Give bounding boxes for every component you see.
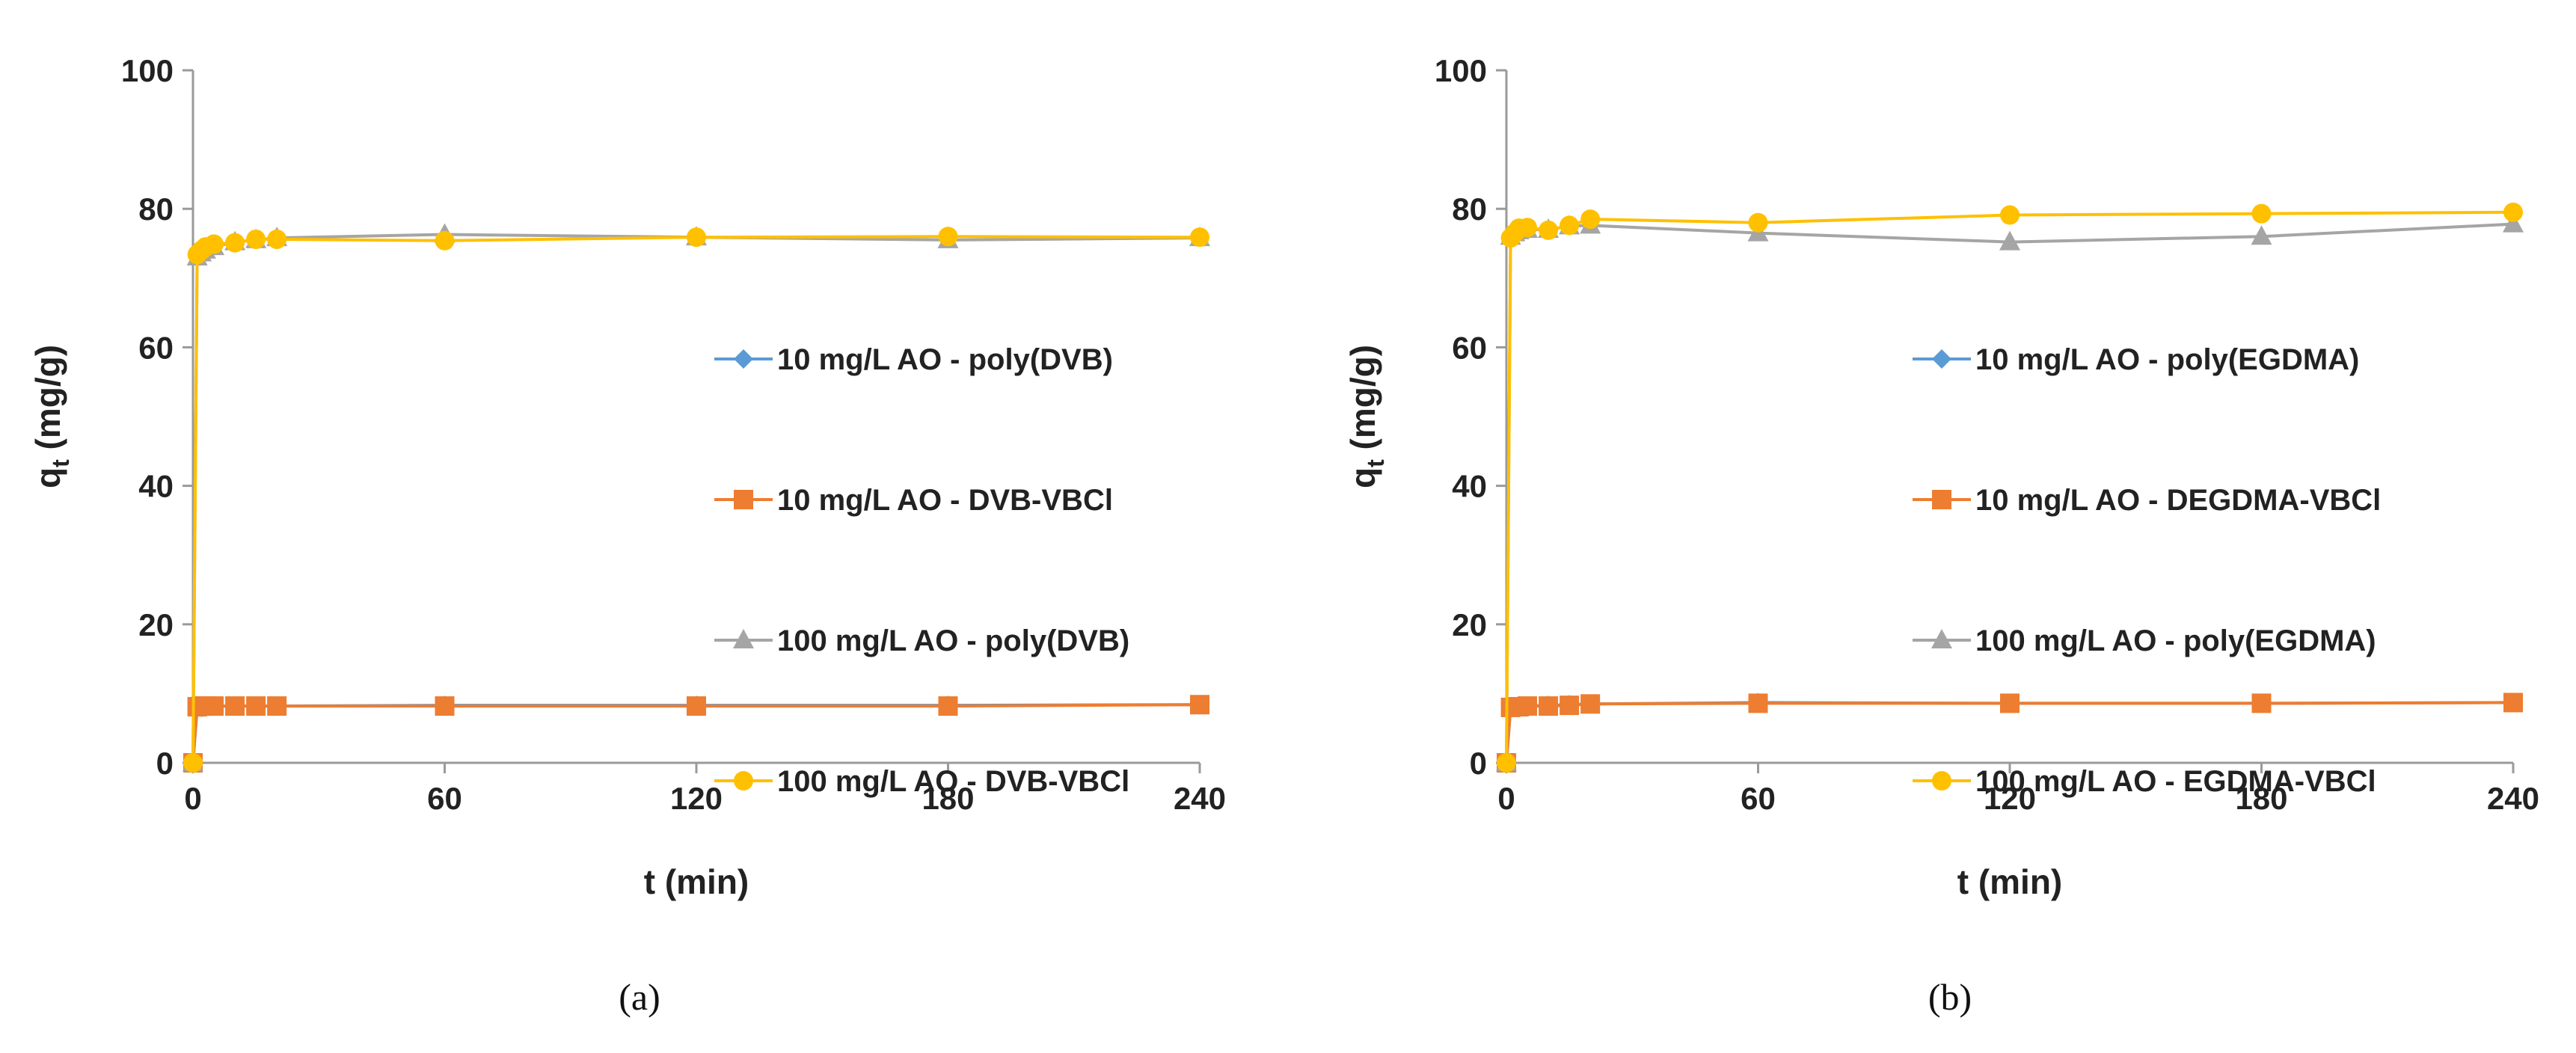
legend-item: 10 mg/L AO - poly(EGDMA) bbox=[1913, 343, 2359, 376]
x-tick-label: 60 bbox=[427, 781, 462, 816]
data-point bbox=[1518, 218, 1538, 238]
legend-label: 100 mg/L AO - DVB-VBCl bbox=[777, 765, 1129, 798]
series-2 bbox=[183, 695, 1209, 773]
legend-marker bbox=[1931, 629, 1952, 648]
data-point bbox=[246, 229, 266, 249]
y-axis-title: qt (mg/g) bbox=[1343, 345, 1389, 488]
data-point bbox=[1999, 230, 2020, 251]
y-tick-label: 60 bbox=[1452, 330, 1487, 365]
y-tick-label: 0 bbox=[156, 746, 174, 781]
legend: 10 mg/L AO - poly(EGDMA) 10 mg/L AO - DEG… bbox=[1913, 343, 2381, 798]
x-tick-label: 240 bbox=[2487, 781, 2539, 816]
legend-label: 100 mg/L AO - poly(EGDMA) bbox=[1975, 624, 2376, 657]
data-point bbox=[204, 696, 224, 716]
panel-label: (b) bbox=[1928, 976, 1972, 1018]
data-point bbox=[2000, 693, 2020, 713]
data-point bbox=[1518, 696, 1538, 716]
legend-item: 100 mg/L AO - poly(EGDMA) bbox=[1913, 624, 2376, 657]
data-point bbox=[246, 696, 266, 716]
legend-marker bbox=[734, 490, 753, 509]
y-tick-label: 40 bbox=[1452, 469, 1487, 504]
data-point bbox=[204, 234, 224, 254]
legend-marker bbox=[1932, 771, 1951, 790]
data-point bbox=[1560, 215, 1580, 236]
data-point bbox=[1580, 694, 1601, 714]
y-tick-label: 80 bbox=[1452, 191, 1487, 227]
data-point bbox=[225, 233, 245, 253]
data-point bbox=[687, 227, 706, 248]
y-tick-label: 60 bbox=[138, 330, 174, 365]
data-point bbox=[1580, 209, 1601, 230]
data-point bbox=[2251, 225, 2272, 245]
data-point bbox=[687, 696, 706, 716]
x-tick-label: 180 bbox=[921, 781, 974, 816]
y-tick-label: 40 bbox=[138, 469, 174, 504]
legend-item: 10 mg/L AO - poly(DVB) bbox=[714, 343, 1113, 376]
legend-marker bbox=[734, 349, 753, 369]
data-point bbox=[435, 230, 455, 251]
y-axis-title: qt (mg/g) bbox=[28, 345, 74, 488]
data-point bbox=[1560, 696, 1580, 716]
data-point bbox=[2251, 693, 2272, 713]
data-point bbox=[2503, 212, 2524, 233]
legend-item: 10 mg/L AO - DEGDMA-VBCl bbox=[1913, 484, 2381, 517]
series-4 bbox=[183, 227, 1209, 773]
x-axis-title: t (min) bbox=[1957, 862, 2063, 901]
data-point bbox=[267, 229, 287, 249]
data-point bbox=[225, 696, 245, 716]
x-tick-label: 240 bbox=[1174, 781, 1226, 816]
data-point bbox=[2251, 203, 2272, 224]
legend-label: 100 mg/L AO - EGDMA-VBCl bbox=[1975, 765, 2376, 798]
legend-label: 100 mg/L AO - poly(DVB) bbox=[777, 624, 1129, 657]
data-point bbox=[938, 227, 958, 247]
legend: 10 mg/L AO - poly(DVB) 10 mg/L AO - DVB-V… bbox=[714, 343, 1129, 798]
data-point bbox=[1748, 693, 1768, 713]
chart-panel-2: 0 20 40 60 80 100 0 60 120 180 240 t (min) qt (mg/g)… bbox=[1343, 53, 2539, 1018]
y-tick-label: 100 bbox=[121, 53, 174, 88]
legend-label: 10 mg/L AO - poly(DVB) bbox=[777, 343, 1113, 376]
data-point bbox=[267, 696, 287, 716]
panel-label: (a) bbox=[619, 976, 660, 1018]
legend-marker bbox=[733, 629, 754, 648]
y-tick-label: 100 bbox=[1435, 53, 1487, 88]
legend-item: 100 mg/L AO - EGDMA-VBCl bbox=[1913, 765, 2376, 798]
x-axis-title: t (min) bbox=[644, 862, 749, 901]
y-tick-label: 20 bbox=[138, 607, 174, 642]
x-tick-label: 180 bbox=[2235, 781, 2287, 816]
legend-label: 10 mg/L AO - DEGDMA-VBCl bbox=[1975, 484, 2381, 517]
legend-item: 100 mg/L AO - poly(DVB) bbox=[714, 624, 1129, 657]
data-point bbox=[1539, 220, 1559, 240]
data-point bbox=[1539, 696, 1559, 716]
legend-item: 100 mg/L AO - DVB-VBCl bbox=[714, 765, 1129, 798]
legend-marker bbox=[1932, 490, 1951, 509]
legend-label: 10 mg/L AO - DVB-VBCl bbox=[777, 484, 1113, 517]
x-tick-label: 0 bbox=[1497, 781, 1515, 816]
data-point bbox=[2503, 693, 2523, 713]
x-tick-label: 120 bbox=[1984, 781, 2036, 816]
y-tick-label: 0 bbox=[1470, 746, 1487, 781]
data-point bbox=[2503, 202, 2523, 222]
legend-marker bbox=[1932, 349, 1951, 369]
legend-item: 10 mg/L AO - DVB-VBCl bbox=[714, 484, 1113, 517]
legend-marker bbox=[734, 771, 753, 790]
x-tick-label: 120 bbox=[670, 781, 723, 816]
series-2 bbox=[1497, 693, 2523, 773]
y-tick-label: 20 bbox=[1452, 607, 1487, 642]
y-tick-label: 80 bbox=[138, 191, 174, 227]
chart-panel-1: 0 20 40 60 80 100 0 60 120 180 240 t (min) qt (mg/g)… bbox=[28, 53, 1226, 1018]
data-point bbox=[938, 696, 958, 716]
x-tick-label: 60 bbox=[1741, 781, 1776, 816]
data-point bbox=[183, 753, 203, 773]
data-point bbox=[1190, 695, 1209, 715]
data-point bbox=[1497, 753, 1516, 773]
data-point bbox=[2000, 205, 2020, 225]
x-tick-label: 0 bbox=[184, 781, 201, 816]
series-4 bbox=[1497, 202, 2523, 773]
data-point bbox=[1190, 227, 1209, 248]
data-point bbox=[435, 696, 455, 716]
legend-label: 10 mg/L AO - poly(EGDMA) bbox=[1975, 343, 2359, 376]
data-point bbox=[1748, 212, 1768, 233]
